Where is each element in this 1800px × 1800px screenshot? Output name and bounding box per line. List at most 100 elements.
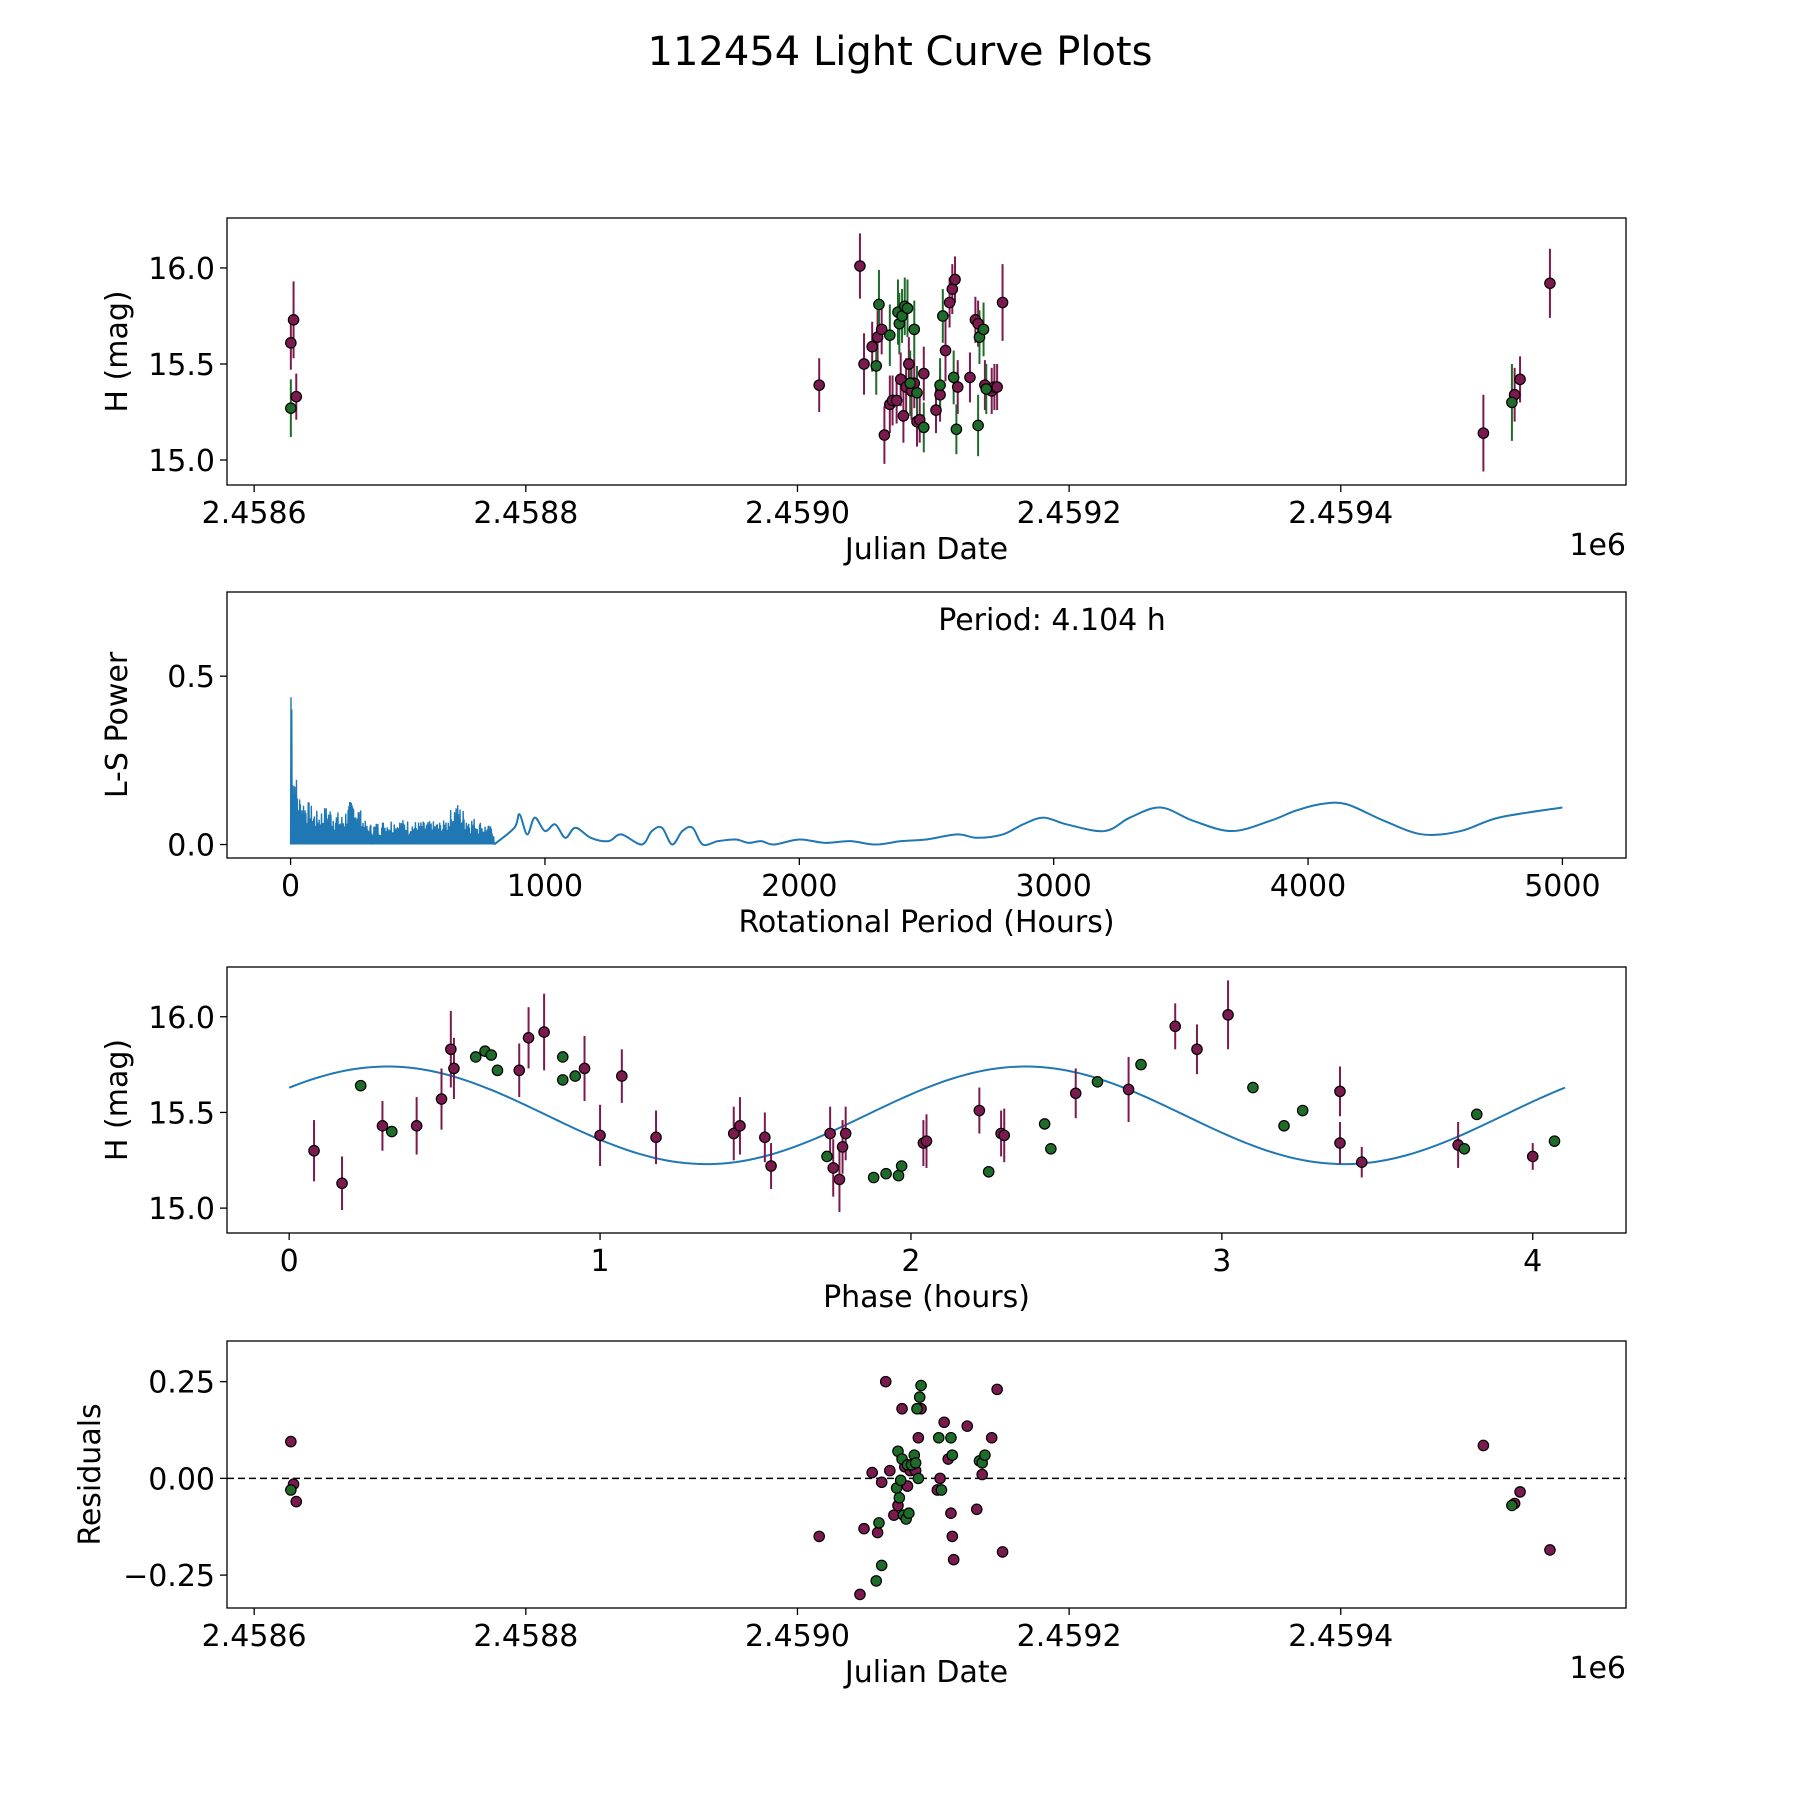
data-point	[867, 1171, 880, 1184]
data-point	[308, 1144, 320, 1157]
data-point	[875, 1559, 888, 1572]
data-point	[880, 1167, 892, 1180]
y-axis-label: H (mag)	[100, 1039, 135, 1161]
fit-curve	[288, 1065, 1566, 1166]
data-point	[727, 1127, 740, 1140]
x-tick-label: 1	[591, 1244, 610, 1279]
data-point	[1247, 1081, 1259, 1094]
data-point	[875, 1476, 888, 1489]
x-tick-label: 2.4586	[202, 496, 307, 531]
data-point	[893, 1491, 906, 1504]
data-point	[1135, 1058, 1147, 1071]
data-point	[569, 1070, 581, 1082]
data-point	[938, 1416, 950, 1429]
data-point	[970, 1503, 983, 1516]
data-point	[873, 1517, 885, 1529]
y-tick-label: −0.25	[123, 1559, 215, 1594]
data-point	[945, 1431, 957, 1444]
y-tick-label: 16.0	[148, 252, 215, 287]
x-axis-label: Rotational Period (Hours)	[738, 905, 1114, 940]
data-point	[1506, 396, 1518, 409]
data-point	[435, 1093, 448, 1105]
data-point	[870, 360, 883, 372]
x-tick-label: 2.4592	[1017, 1619, 1122, 1654]
data-point	[884, 1464, 896, 1477]
plot-frame	[226, 966, 1627, 1234]
data-point	[1191, 1043, 1203, 1056]
data-point	[950, 423, 963, 436]
data-point	[616, 1070, 628, 1082]
data-point	[866, 1466, 878, 1479]
data-point	[1278, 1120, 1290, 1132]
data-point	[895, 1160, 908, 1172]
data-point	[445, 1043, 457, 1056]
x-tick-label: 3000	[1016, 869, 1092, 904]
panel-residuals: 2.4586 2.4588 2.4590 2.4592 2.4594 −0.25 0.00 0…	[73, 1340, 1627, 1690]
y-tick-label: 0.25	[148, 1366, 215, 1401]
data-point	[1296, 1104, 1309, 1117]
data-point	[513, 1064, 526, 1077]
data-point	[410, 1120, 423, 1132]
data-point	[813, 1530, 825, 1543]
data-point	[858, 358, 870, 370]
data-point	[556, 1074, 569, 1086]
data-point	[836, 1141, 849, 1153]
x-axis-label: Julian Date	[843, 532, 1008, 567]
data-point	[894, 1474, 907, 1487]
data-point	[949, 273, 961, 286]
y-axis-label: Residuals	[73, 1403, 108, 1545]
x-tick-label: 2	[901, 1244, 920, 1279]
data-point	[892, 1169, 905, 1182]
data-point	[1514, 373, 1526, 386]
x-offset-label: 1e6	[1569, 1651, 1626, 1686]
data-point	[901, 302, 914, 315]
data-point	[979, 1449, 991, 1461]
panel-periodogram: 0 1000 2000 3000 4000 5000 0.0 0.5 Rotational Pe…	[100, 591, 1627, 940]
data-point	[290, 390, 303, 403]
data-point	[946, 283, 959, 295]
data-point	[996, 1546, 1009, 1558]
data-point	[858, 1522, 870, 1535]
data-point	[1470, 1108, 1483, 1121]
data-point	[930, 404, 942, 416]
data-point	[827, 1162, 840, 1174]
data-point	[998, 1129, 1011, 1142]
data-point	[1458, 1142, 1471, 1155]
data-point	[854, 260, 866, 272]
y-tick-label: 0.5	[167, 660, 215, 695]
data-point	[1477, 427, 1490, 439]
data-point	[485, 1049, 498, 1061]
data-point	[976, 1468, 988, 1481]
data-point	[287, 314, 300, 326]
data-point	[945, 1507, 957, 1519]
data-point	[917, 367, 930, 380]
data-point	[946, 1530, 959, 1543]
data-point	[985, 1431, 998, 1444]
data-point	[947, 371, 960, 384]
data-point	[1045, 1142, 1057, 1155]
x-tick-label: 1000	[507, 869, 583, 904]
data-point	[996, 296, 1009, 309]
data-point	[903, 1507, 915, 1519]
data-point	[1544, 277, 1556, 290]
data-point	[896, 1402, 908, 1415]
data-point	[538, 1026, 550, 1038]
y-tick-label: 16.0	[148, 1001, 215, 1036]
data-point	[946, 1449, 959, 1461]
data-point	[813, 379, 825, 391]
data-point	[917, 421, 930, 434]
data-point	[908, 323, 921, 336]
data-point	[980, 383, 993, 395]
data-point	[1477, 1439, 1490, 1452]
data-point	[650, 1131, 662, 1144]
data-point	[982, 1165, 995, 1178]
data-point	[824, 1127, 836, 1140]
data-point	[1069, 1087, 1082, 1100]
data-point	[285, 1435, 297, 1448]
y-tick-label: 15.5	[148, 348, 215, 383]
x-tick-label: 2.4594	[1288, 1619, 1393, 1654]
data-point	[839, 1127, 852, 1140]
data-point	[977, 323, 990, 336]
data-point	[1514, 1486, 1526, 1498]
data-point	[448, 1062, 460, 1075]
